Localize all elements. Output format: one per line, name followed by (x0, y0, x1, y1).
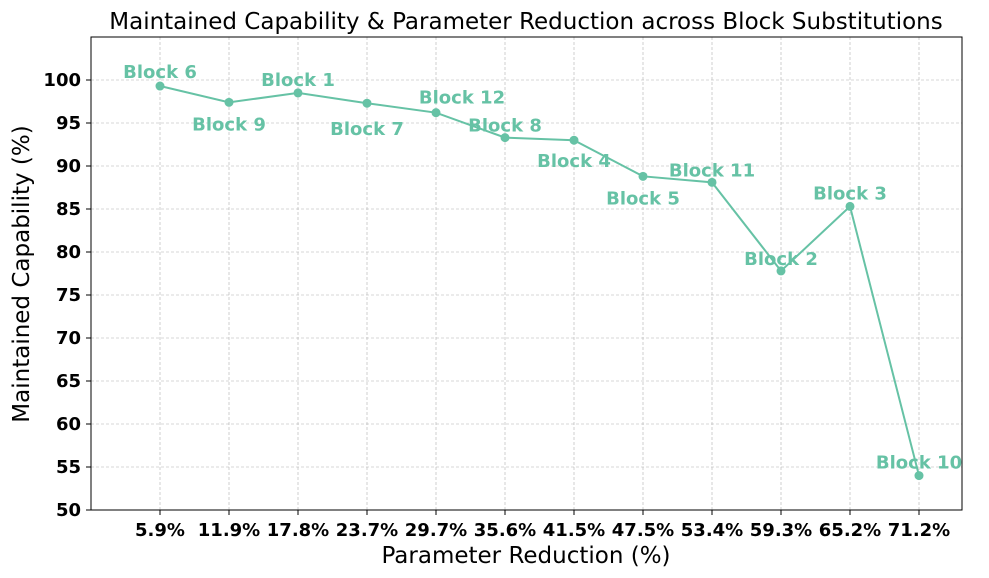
grid (91, 37, 962, 511)
point-labels: Block 6 Block 9 Block 1 Block 7 Block 12 Bloc… (123, 62, 962, 474)
x-tick-label: 47.5% (612, 520, 674, 541)
data-point (914, 471, 924, 481)
data-point (431, 108, 441, 118)
data-point-label: Block 9 (192, 114, 266, 135)
y-tick-label: 70 (56, 328, 81, 349)
data-point (224, 97, 234, 107)
x-tick-label: 35.6% (474, 520, 536, 541)
plot-frame (90, 36, 963, 511)
y-tick-label: 80 (56, 242, 81, 263)
data-point-label: Block 2 (744, 249, 818, 270)
y-tick-label: 85 (56, 199, 81, 220)
x-tick-label: 23.7% (336, 520, 398, 541)
x-axis-title: Parameter Reduction (%) (381, 543, 670, 569)
y-tick-label: 55 (56, 457, 81, 478)
x-tick-label: 11.9% (198, 520, 260, 541)
x-tick-label: 29.7% (405, 520, 467, 541)
x-tick-label: 71.2% (888, 520, 950, 541)
y-tick-label: 65 (56, 371, 81, 392)
y-tick-label: 90 (56, 156, 81, 177)
data-point (569, 135, 579, 145)
y-axis-title: Maintained Capability (%) (9, 125, 35, 422)
y-tick-label: 50 (56, 500, 81, 521)
x-tick-label: 17.8% (267, 520, 329, 541)
x-tick-label: 41.5% (543, 520, 605, 541)
y-tick-label: 60 (56, 414, 81, 435)
data-point-label: Block 8 (468, 116, 542, 137)
data-point-label: Block 12 (419, 88, 505, 109)
data-point (293, 88, 303, 98)
data-point-label: Block 1 (261, 70, 335, 91)
series-line (159, 85, 920, 476)
x-tick-label: 5.9% (135, 520, 185, 541)
data-point-label: Block 5 (606, 188, 680, 209)
x-tick-label: 65.2% (819, 520, 881, 541)
data-point (500, 133, 510, 143)
data-point-label: Block 3 (813, 183, 887, 204)
data-point (776, 266, 786, 276)
data-point (362, 98, 372, 108)
chart-title: Maintained Capability & Parameter Reduct… (109, 9, 942, 35)
data-point-label: Block 4 (537, 151, 611, 172)
data-point (845, 201, 855, 211)
x-tick-label: 53.4% (681, 520, 743, 541)
series (155, 81, 924, 481)
data-point (707, 177, 717, 187)
data-point (155, 81, 165, 91)
data-point-label: Block 11 (669, 160, 755, 181)
data-point (638, 171, 648, 181)
y-tick-label: 75 (56, 285, 81, 306)
y-tick-label: 100 (43, 70, 81, 91)
data-point-label: Block 10 (876, 453, 962, 474)
x-axis-ticks: 5.9% 11.9% 17.8% 23.7% 29.7% 35.6% 41.5% 47.5% 5… (135, 510, 950, 541)
data-point-label: Block 6 (123, 62, 197, 83)
x-tick-label: 59.3% (750, 520, 812, 541)
y-axis-ticks: 50 55 60 65 70 75 80 85 90 95 100 (43, 70, 91, 521)
y-tick-label: 95 (56, 113, 81, 134)
data-point-label: Block 7 (330, 119, 404, 140)
